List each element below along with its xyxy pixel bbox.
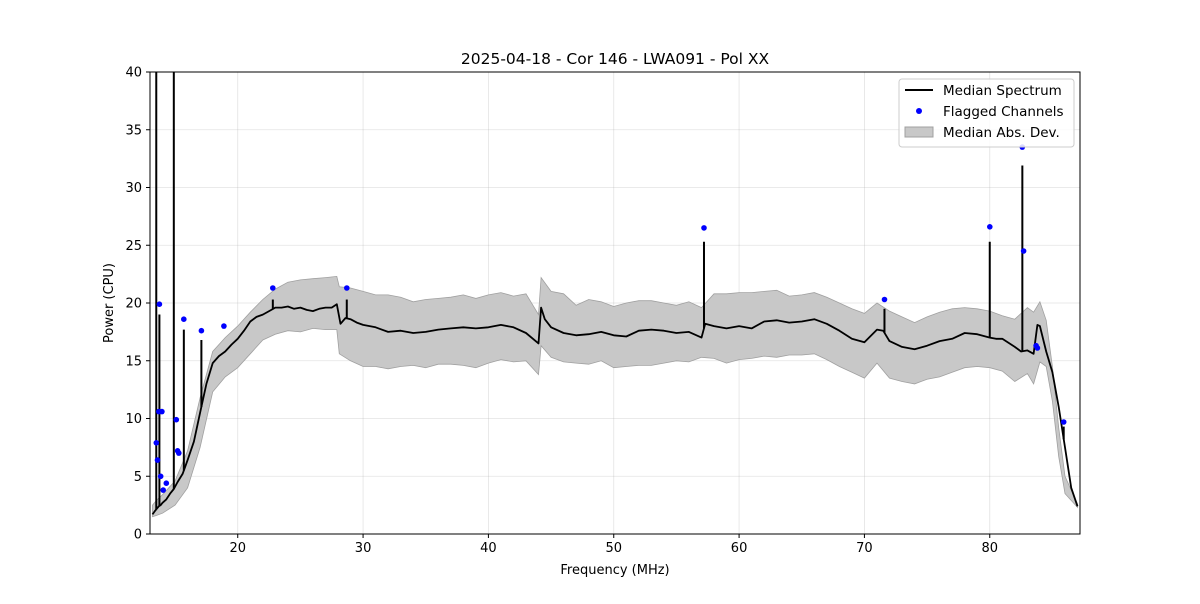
flagged-channel-point	[987, 224, 993, 230]
legend: Median Spectrum Flagged Channels Median …	[898, 78, 1075, 148]
legend-mad-swatch	[904, 126, 934, 138]
flagged-channel-point	[344, 285, 350, 291]
y-tick-label: 5	[134, 470, 142, 485]
flagged-channel-point	[157, 473, 164, 480]
x-tick-label: 20	[229, 541, 246, 556]
legend-flagged-swatch	[916, 108, 922, 114]
flagged-channel-point	[270, 285, 276, 291]
flagged-channel-point	[701, 225, 707, 231]
legend-mad-label: Median Abs. Dev.	[943, 125, 1060, 141]
mad-band	[152, 275, 1078, 518]
legend-flagged-label: Flagged Channels	[943, 104, 1064, 120]
flagged-channel-point	[159, 408, 165, 415]
y-tick-label: 20	[125, 297, 142, 312]
y-axis-label: Power (CPU)	[102, 263, 117, 343]
flagged-channel-point	[160, 487, 166, 493]
chart-title: 2025-04-18 - Cor 146 - LWA091 - Pol XX	[461, 50, 770, 68]
axis-ticks: 20 30 40 50 60 70 80 0 5 10 15 20 25 30 35 40	[125, 66, 998, 557]
median-spectrum-line	[151, 303, 1079, 515]
x-tick-label: 30	[355, 541, 372, 556]
x-tick-label: 60	[731, 541, 748, 556]
legend-median-label: Median Spectrum	[943, 83, 1062, 99]
x-axis-label: Frequency (MHz)	[560, 563, 669, 578]
mad-band-layer	[152, 275, 1078, 518]
x-tick-label: 50	[605, 541, 622, 556]
y-tick-label: 0	[134, 528, 142, 543]
y-tick-label: 15	[125, 354, 142, 369]
x-tick-label: 70	[856, 541, 873, 556]
x-tick-label: 40	[480, 541, 497, 556]
flagged-channel-point	[156, 301, 163, 308]
y-tick-label: 40	[125, 66, 142, 81]
flagged-channel-point	[198, 327, 205, 334]
flagged-channel-point	[153, 440, 160, 446]
flagged-channel-point	[154, 457, 161, 463]
legend-box	[898, 78, 1075, 148]
flagged-channel-point	[1034, 345, 1041, 351]
flagged-channel-point	[173, 416, 180, 423]
x-tick-label: 80	[981, 541, 998, 556]
y-tick-label: 10	[125, 412, 142, 427]
flagged-channel-point	[181, 316, 187, 323]
flagged-points-layer	[153, 144, 1067, 493]
flagged-channel-point	[221, 323, 227, 329]
y-tick-label: 35	[125, 123, 142, 138]
y-tick-label: 30	[125, 181, 142, 196]
y-tick-label: 25	[125, 239, 142, 254]
flagged-channel-point	[163, 480, 170, 487]
flagged-channel-point	[881, 296, 888, 303]
flagged-channel-point	[1060, 419, 1067, 425]
flagged-channel-point	[176, 450, 182, 456]
flagged-channel-point	[1020, 248, 1027, 254]
